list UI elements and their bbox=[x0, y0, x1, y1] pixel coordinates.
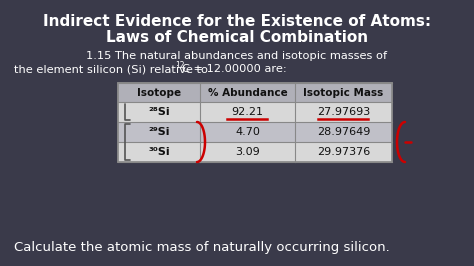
Bar bbox=[118, 122, 392, 142]
Text: Isotopic Mass: Isotopic Mass bbox=[303, 88, 383, 98]
Text: 29.97376: 29.97376 bbox=[317, 147, 370, 157]
Text: ²⁹Si: ²⁹Si bbox=[148, 127, 170, 137]
Text: 28.97649: 28.97649 bbox=[317, 127, 370, 137]
Text: 1.15 The natural abundances and isotopic masses of: 1.15 The natural abundances and isotopic… bbox=[86, 51, 388, 61]
Text: % Abundance: % Abundance bbox=[208, 88, 287, 98]
Bar bbox=[118, 83, 392, 162]
Text: Indirect Evidence for the Existence of Atoms:: Indirect Evidence for the Existence of A… bbox=[43, 14, 431, 28]
Text: 12: 12 bbox=[175, 61, 184, 70]
Text: 3.09: 3.09 bbox=[235, 147, 260, 157]
Bar bbox=[118, 83, 392, 102]
Bar bbox=[118, 142, 392, 162]
Text: Isotope: Isotope bbox=[137, 88, 181, 98]
Text: the element silicon (Si) relative to: the element silicon (Si) relative to bbox=[14, 64, 211, 74]
Text: 92.21: 92.21 bbox=[231, 107, 264, 117]
Bar bbox=[118, 102, 392, 122]
Text: ²⁸Si: ²⁸Si bbox=[148, 107, 170, 117]
Text: C = 12.00000 are:: C = 12.00000 are: bbox=[182, 64, 287, 74]
Text: 27.97693: 27.97693 bbox=[317, 107, 370, 117]
Text: Calculate the atomic mass of naturally occurring silicon.: Calculate the atomic mass of naturally o… bbox=[14, 242, 390, 255]
Text: Laws of Chemical Combination: Laws of Chemical Combination bbox=[106, 30, 368, 44]
Text: ³⁰Si: ³⁰Si bbox=[148, 147, 170, 157]
Text: 4.70: 4.70 bbox=[235, 127, 260, 137]
Bar bbox=[118, 83, 392, 162]
